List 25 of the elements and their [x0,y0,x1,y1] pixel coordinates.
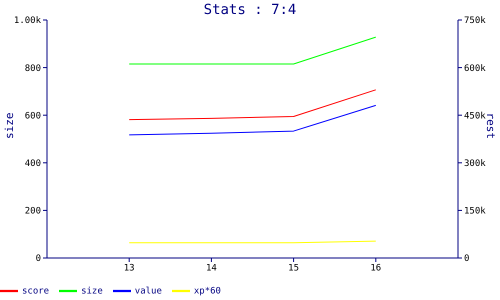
x-tick-label: 14 [206,263,217,274]
y2-axis-title: rest [484,112,498,139]
y2-tick-label: 0 [464,254,470,264]
x-tick-label: 15 [288,263,300,274]
x-tick-label: 16 [370,263,382,274]
y-axis-title: size [2,112,16,139]
y2-tick-label: 150k [464,206,486,217]
x-tick-label: 13 [124,263,135,274]
y-tick-label: 800 [24,64,41,74]
y-tick-label: 0 [36,254,41,264]
legend-label: size [81,286,103,296]
y-tick-label: 600 [24,111,41,122]
y-tick-label: 1.00k [14,16,42,26]
line-series [128,104,376,136]
y2-tick-label: 600k [464,64,486,74]
y2-tick-label: 750k [464,16,486,26]
line-series [128,89,376,120]
legend-label: value [134,286,162,296]
legend-label: xp*60 [194,286,221,296]
y-tick-label: 200 [24,206,41,217]
y-tick-label: 400 [24,158,41,169]
y2-tick-label: 450k [464,111,486,122]
legend-label: score [22,286,50,296]
y2-tick-label: 300k [464,158,486,169]
chart-title: Stats : 7:4 [202,2,298,18]
